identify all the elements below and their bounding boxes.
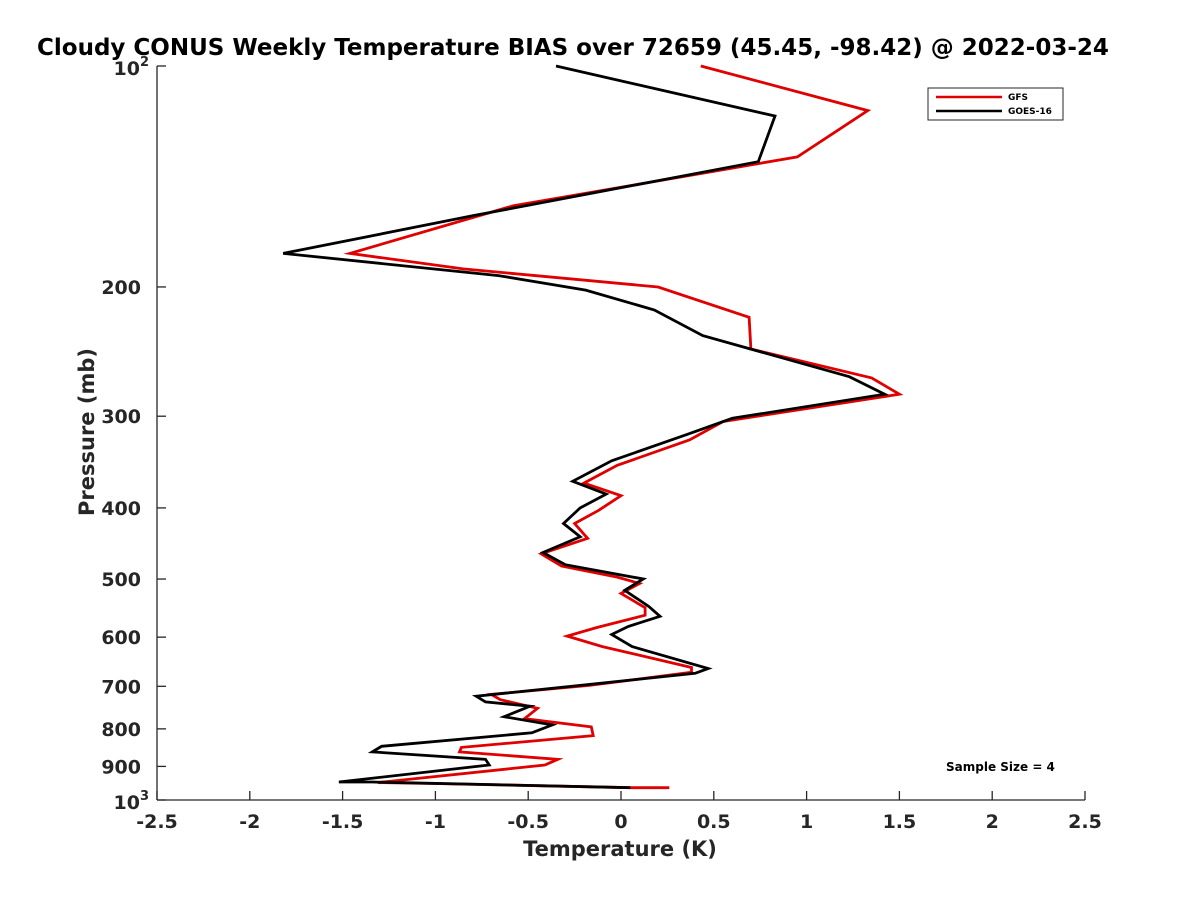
x-tick-label: 2.5	[1068, 811, 1102, 833]
series-line-goes-16	[282, 64, 890, 790]
x-tick-label: -2.5	[136, 811, 178, 833]
plot-area: -2.5 -2 -1.5 -1 -0.5 0 0.5 1 1.5 2 2.5 10220030040…	[101, 55, 1102, 833]
x-tick-label: 0	[614, 811, 627, 833]
y-axis-label: Pressure (mb)	[75, 348, 99, 516]
legend-entry-gfs: GFS	[1008, 93, 1028, 103]
y-tick-label: 600	[101, 627, 141, 649]
sample-size-annotation: Sample Size = 4	[946, 760, 1055, 774]
x-tick-label: -2	[239, 811, 260, 833]
y-tick-exponent: 3	[140, 789, 149, 804]
legend: GFS GOES-16	[927, 87, 1064, 121]
x-tick-label: 0.5	[697, 811, 731, 833]
x-tick-label: 1	[800, 811, 813, 833]
y-tick-exponent: 2	[140, 55, 149, 70]
y-tick-label: 800	[101, 719, 141, 741]
y-tick-label: 300	[101, 406, 141, 428]
legend-entry-goes-16: GOES-16	[1008, 107, 1052, 117]
x-axis-label: Temperature (K)	[523, 837, 717, 861]
y-tick-base: 10	[114, 792, 140, 814]
series-lines	[282, 64, 904, 790]
x-tick-label: 2	[986, 811, 999, 833]
x-axis-ticks: -2.5 -2 -1.5 -1 -0.5 0 0.5 1 1.5 2 2.5	[136, 791, 1102, 833]
x-tick-label: -0.5	[507, 811, 549, 833]
x-tick-label: 1.5	[883, 811, 917, 833]
chart-title: Cloudy CONUS Weekly Temperature BIAS ove…	[37, 35, 1109, 61]
y-tick-label: 900	[101, 756, 141, 778]
y-tick-label: 700	[101, 676, 141, 698]
x-tick-label: -1.5	[322, 811, 364, 833]
y-tick-label: 500	[101, 569, 141, 591]
x-tick-label: -1	[425, 811, 446, 833]
y-tick-label: 400	[101, 498, 141, 520]
y-tick-label: 102	[114, 55, 150, 80]
y-tick-base: 10	[114, 58, 140, 80]
y-tick-label: 103	[114, 789, 150, 814]
y-tick-label: 200	[101, 277, 141, 299]
